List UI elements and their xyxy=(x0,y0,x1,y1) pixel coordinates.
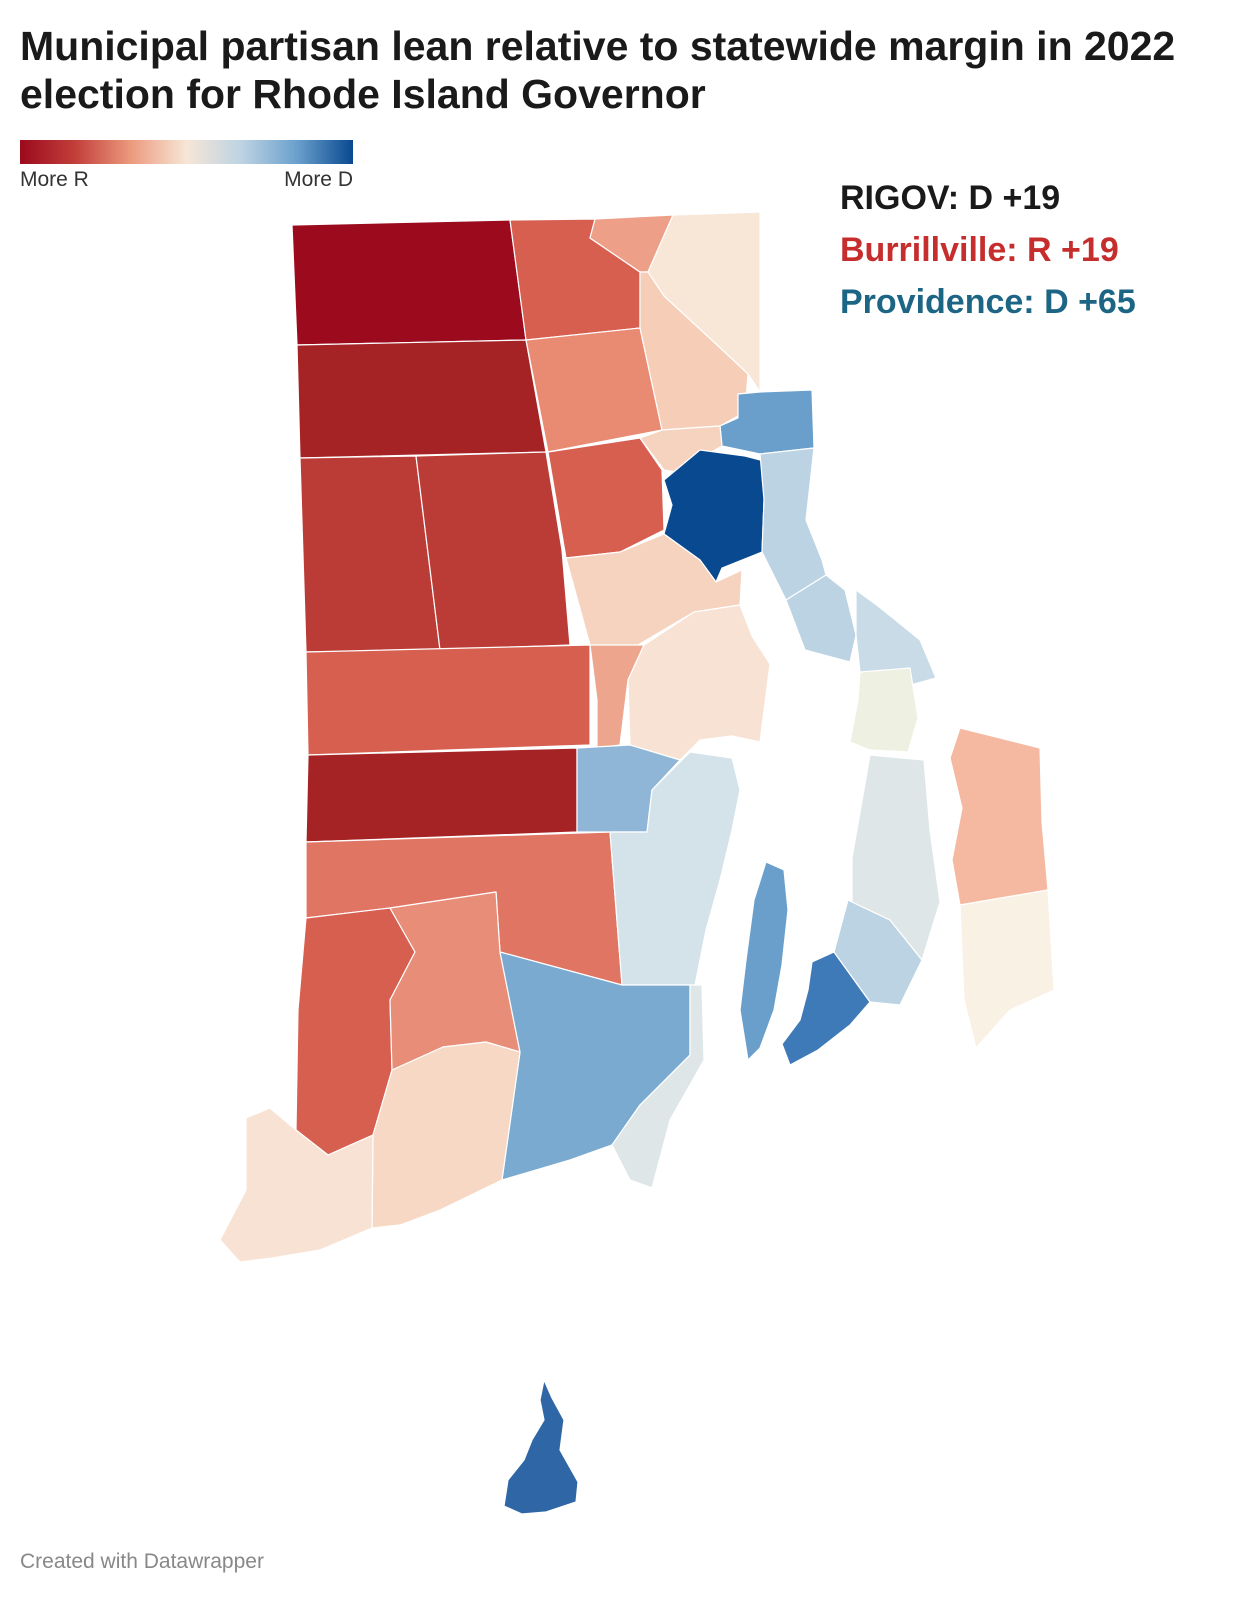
municipality-glocester xyxy=(296,339,547,459)
legend-labels: More R More D xyxy=(20,168,353,192)
municipality-scituate xyxy=(415,451,571,651)
municipality-coventry xyxy=(305,644,591,756)
municipality-west-greenwich xyxy=(305,747,578,843)
municipality-burrillville xyxy=(291,219,527,346)
datawrapper-credit: Created with Datawrapper xyxy=(20,1550,264,1573)
legend-label-more-d: More D xyxy=(284,168,353,191)
municipality-little-compton xyxy=(959,889,1055,1049)
municipality-johnston xyxy=(547,437,665,559)
municipality-westerly xyxy=(219,1107,374,1263)
municipality-tiverton xyxy=(949,727,1049,906)
municipality-new-shoreham xyxy=(503,1379,579,1515)
municipality-providence xyxy=(663,449,769,583)
municipality-warwick xyxy=(627,604,771,761)
municipality-jamestown xyxy=(739,861,789,1061)
color-legend: More R More D xyxy=(20,140,353,192)
legend-gradient-bar xyxy=(20,140,353,164)
chart-title: Municipal partisan lean relative to stat… xyxy=(20,23,1176,117)
result-annotations: RIGOV: D +19 Burrillville: R +19 Provide… xyxy=(840,172,1136,328)
municipality-charlestown xyxy=(371,1041,521,1229)
municipality-warren xyxy=(855,589,937,689)
municipality-foster xyxy=(299,455,441,653)
municipality-east-providence xyxy=(759,447,827,601)
annotation-statewide: RIGOV: D +19 xyxy=(840,179,1061,217)
annotation-providence: Providence: D +65 xyxy=(840,283,1136,321)
legend-label-more-r: More R xyxy=(20,168,89,191)
municipality-bristol xyxy=(849,667,919,753)
municipality-narragansett xyxy=(611,984,705,1189)
municipality-smithfield xyxy=(525,327,663,453)
annotation-burrillville: Burrillville: R +19 xyxy=(840,231,1119,269)
municipality-pawtucket xyxy=(719,389,815,455)
municipality-portsmouth xyxy=(851,754,941,961)
municipality-north-providence xyxy=(639,425,723,473)
